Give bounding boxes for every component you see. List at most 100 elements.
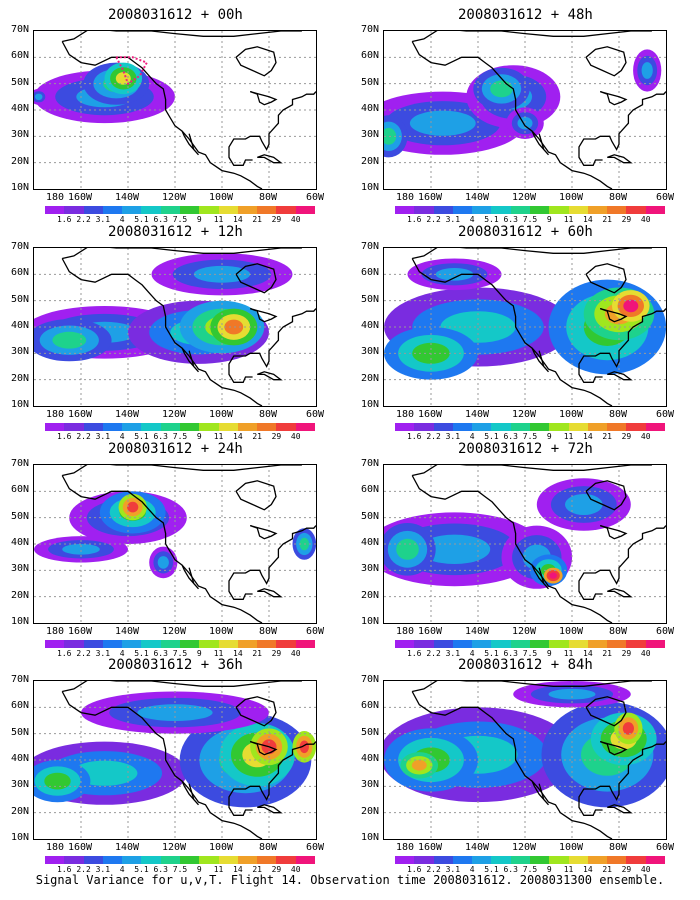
colorbar-swatch <box>414 856 434 864</box>
colorbar-label: 3.1 <box>445 649 461 658</box>
colorbar-swatch <box>102 206 123 214</box>
colorbar-swatch <box>645 423 665 431</box>
colorbar-label: 3.1 <box>95 865 111 874</box>
colorbar-label: 14 <box>233 649 243 658</box>
colorbar-swatch <box>218 206 238 214</box>
colorbar-label: 29 <box>621 865 632 874</box>
coastline <box>411 41 613 189</box>
colorbar-swatch <box>607 640 627 648</box>
colorbar-label: 2.2 <box>426 432 441 441</box>
lon-label: 100W <box>558 409 584 420</box>
colorbar-swatch <box>472 423 492 431</box>
lat-label: 60N <box>360 700 379 712</box>
colorbar-swatch <box>452 206 473 214</box>
lat-label: 60N <box>10 484 29 496</box>
lat-label: 30N <box>10 779 29 791</box>
colorbar-label: 7.5 <box>522 215 538 224</box>
colorbar-swatch <box>510 423 530 431</box>
colorbar-label: 11 <box>213 432 224 441</box>
colorbar-swatch <box>83 856 103 864</box>
colorbar-label: 14 <box>583 649 593 658</box>
colorbar-label: 6.3 <box>503 215 518 224</box>
lat-label: 30N <box>10 346 29 358</box>
coastline <box>62 248 302 260</box>
coastline <box>531 780 549 806</box>
coastline <box>181 564 199 590</box>
lon-label: 120W <box>511 192 537 203</box>
colorbar-swatch <box>510 206 530 214</box>
colorbar-label: 9 <box>546 649 552 658</box>
colorbar-swatch <box>160 206 180 214</box>
lat-label: 60N <box>360 484 379 496</box>
colorbar-swatch <box>549 206 569 214</box>
colorbar-swatch <box>141 206 161 214</box>
colorbar-swatch <box>587 206 608 214</box>
lat-label: 70N <box>360 24 379 35</box>
colorbar-swatch <box>433 423 453 431</box>
coastline <box>249 90 278 106</box>
lon-label: 60W <box>655 842 675 853</box>
coastline <box>62 465 302 477</box>
colorbar-label: 4 <box>469 865 475 874</box>
lat-label: 40N <box>360 320 379 331</box>
lat-label: 10N <box>360 182 379 193</box>
lon-label: 60W <box>305 409 325 420</box>
lat-label: 50N <box>360 76 379 88</box>
colorbar-swatch <box>83 423 103 431</box>
lon-label: 120W <box>161 626 187 637</box>
lon-label: 180 <box>395 842 415 853</box>
colorbar-label: 2.2 <box>76 215 91 224</box>
colorbar-swatch <box>257 206 277 214</box>
panel-title: 2008031612 + 36h <box>108 657 243 673</box>
colorbar-swatch <box>160 423 180 431</box>
coastline <box>411 475 613 623</box>
colorbar-swatch <box>102 640 123 648</box>
lat-label: 60N <box>10 700 29 712</box>
colorbar-label: 7.5 <box>172 215 188 224</box>
variance-contour <box>127 501 139 513</box>
colorbar-label: 14 <box>233 215 243 224</box>
colorbar-label: 29 <box>621 649 632 658</box>
colorbar-swatch <box>64 206 84 214</box>
colorbar-label: 2.2 <box>76 432 91 441</box>
coastline <box>181 780 199 806</box>
coastline <box>181 347 199 373</box>
colorbar-swatch <box>645 856 665 864</box>
colorbar-label: 11 <box>213 215 224 224</box>
panel-title: 2008031612 + 12h <box>108 224 243 240</box>
coastline <box>585 480 627 511</box>
colorbar-label: 5.1 <box>134 649 149 658</box>
lon-label: 160W <box>417 842 443 853</box>
panel-title: 2008031612 + 84h <box>458 657 593 673</box>
colorbar-label: 4 <box>119 215 125 224</box>
colorbar-label: 40 <box>640 432 651 441</box>
variance-contour <box>34 93 43 100</box>
colorbar-swatch <box>122 423 142 431</box>
lon-label: 160W <box>417 409 443 420</box>
colorbar-label: 9 <box>196 649 202 658</box>
colorbar-swatch <box>257 640 277 648</box>
coastline <box>585 696 627 727</box>
colorbar-swatch <box>626 640 646 648</box>
lon-label: 140W <box>464 842 490 853</box>
colorbar-swatch <box>64 856 84 864</box>
variance-map <box>33 247 317 407</box>
colorbar-label: 11 <box>213 865 224 874</box>
coastline <box>181 130 199 156</box>
colorbar-swatch <box>607 423 627 431</box>
colorbar <box>395 856 665 864</box>
colorbar-label: 11 <box>563 432 574 441</box>
coastline <box>235 480 277 511</box>
lon-label: 80W <box>258 192 278 203</box>
coastline <box>61 258 263 406</box>
colorbar-label: 1.6 <box>57 865 72 874</box>
lat-label: 40N <box>10 103 29 114</box>
colorbar-label: 40 <box>640 649 651 658</box>
colorbar-swatch <box>257 856 277 864</box>
map-canvas <box>34 31 316 189</box>
colorbar-swatch <box>141 423 161 431</box>
colorbar-swatch <box>218 856 238 864</box>
lat-label: 50N <box>360 293 379 305</box>
colorbar-label: 6.3 <box>503 432 518 441</box>
colorbar-label: 5.1 <box>484 432 499 441</box>
